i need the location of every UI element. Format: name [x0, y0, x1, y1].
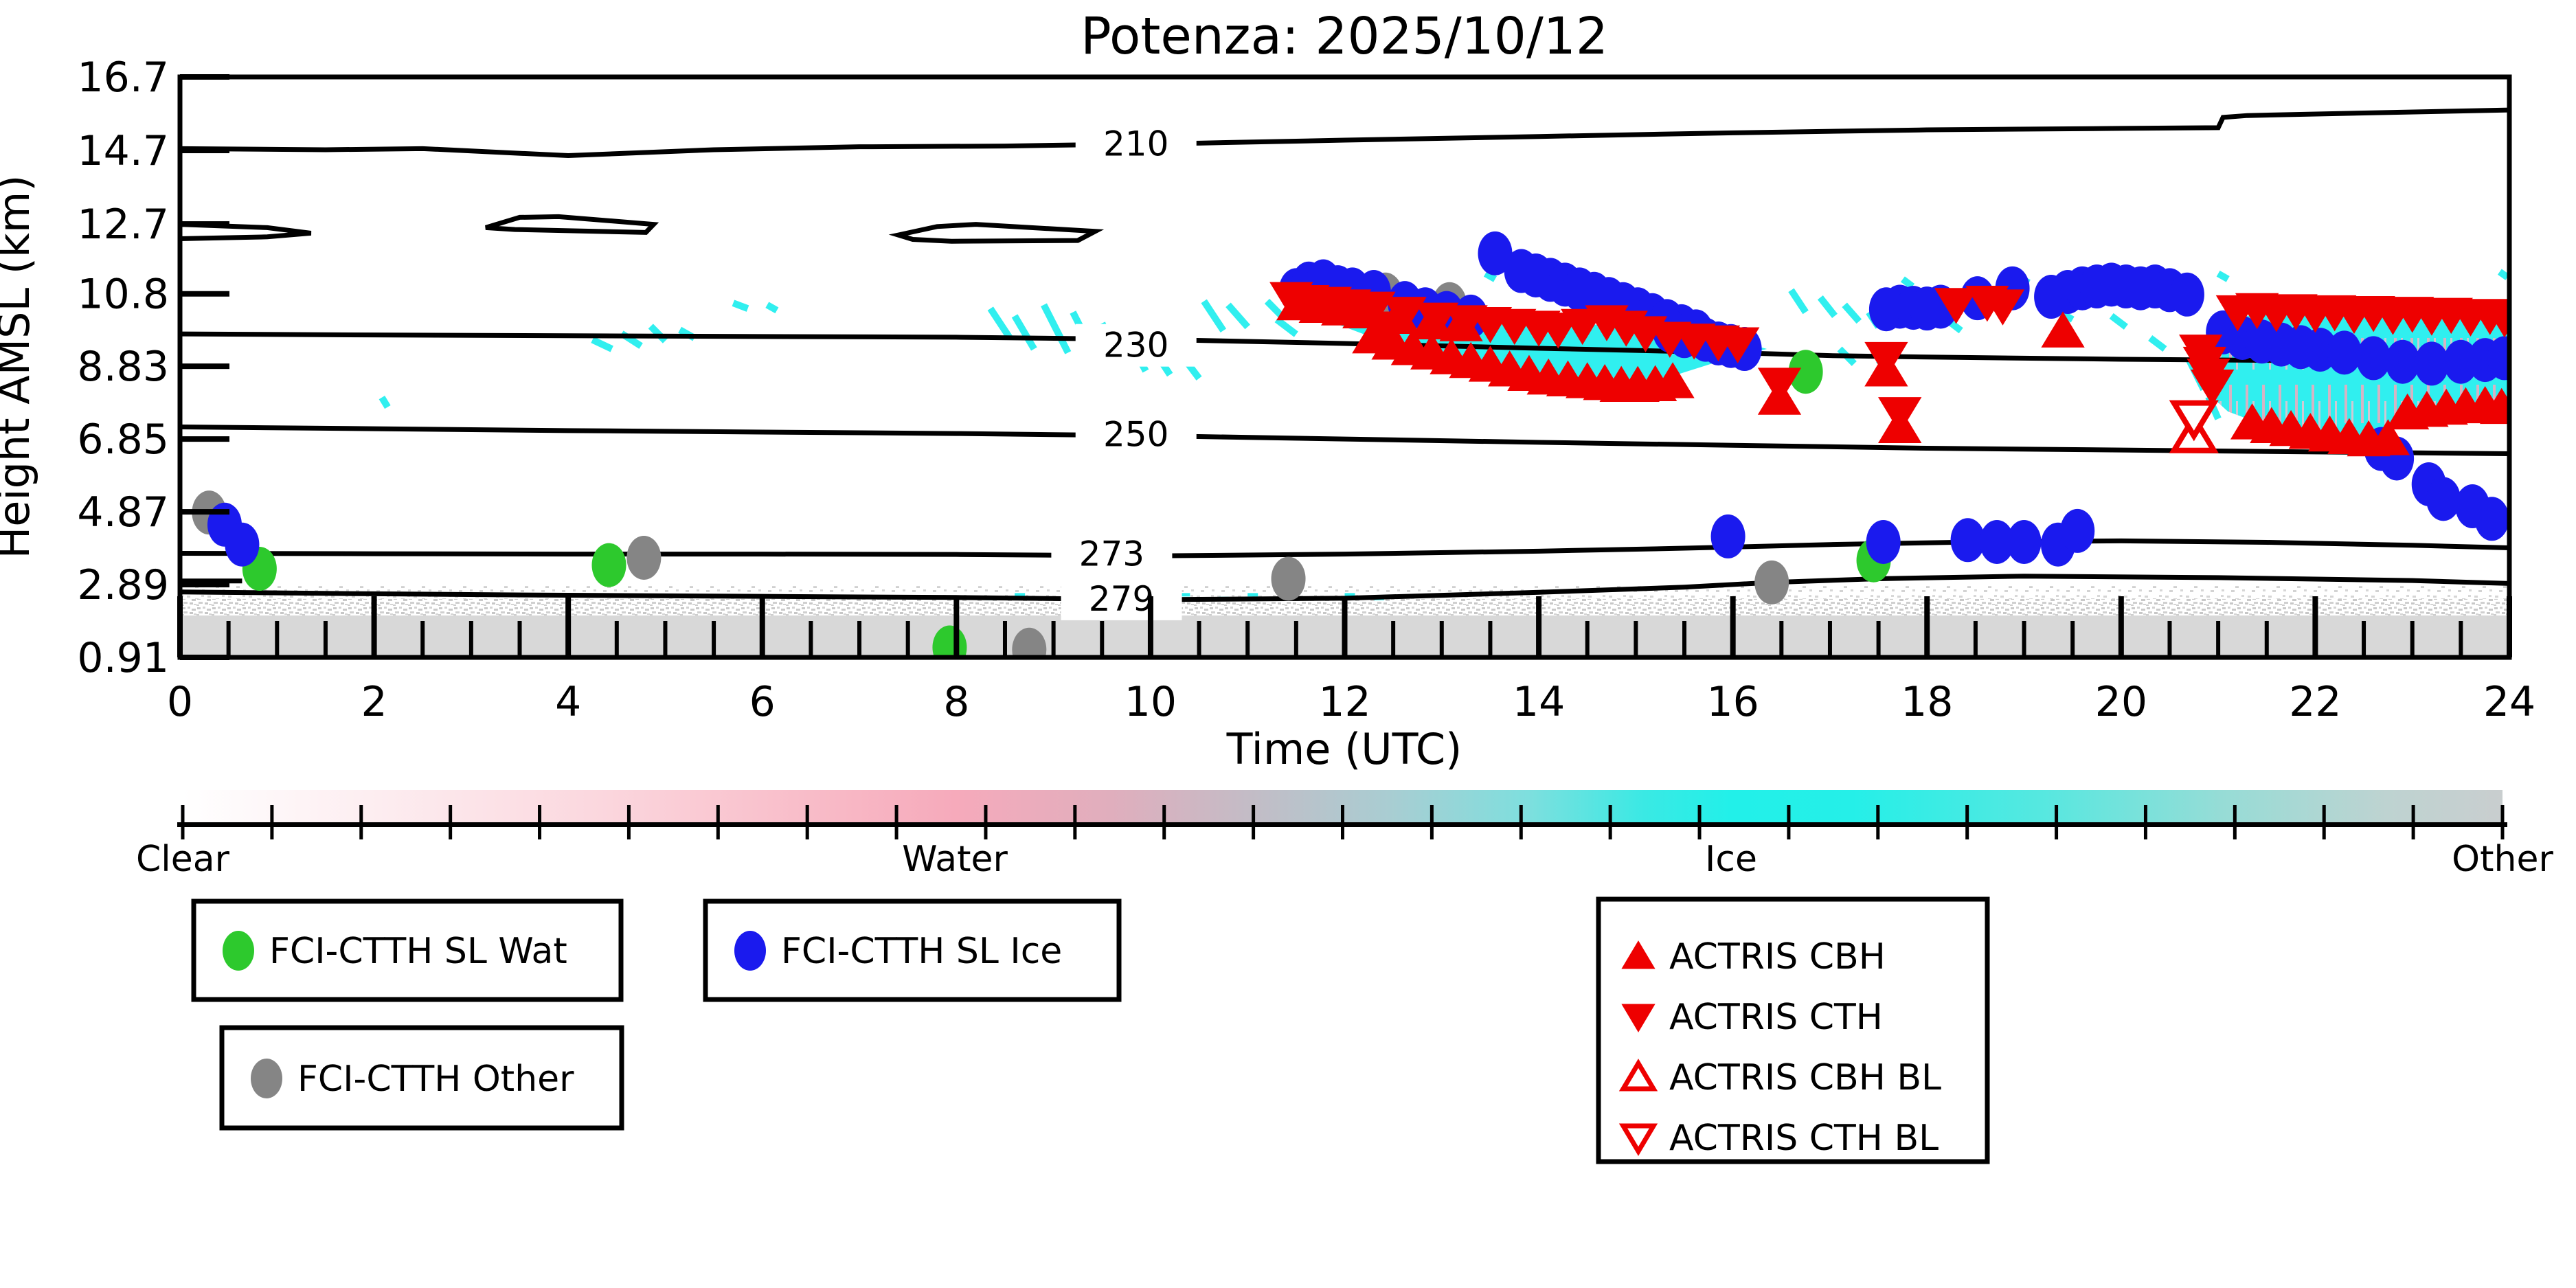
legend-actris-row-actris-cbh-bl: ACTRIS CBH BL [1618, 1057, 1941, 1098]
y-tick-label: 4.87 [77, 488, 169, 536]
contour-lens-mid [485, 214, 659, 235]
legend-actris-label: ACTRIS CTH [1669, 997, 1883, 1038]
y-tick-label: 2.89 [77, 561, 169, 609]
x-tick-label: 8 [943, 678, 969, 726]
axis-ticks [177, 74, 2512, 660]
tick-labels: 0 2 4 6 8 10 12 14 16 18 20 22 2416.714.712.710.88.8… [77, 54, 2535, 726]
x-tick-label: 0 [167, 678, 193, 726]
contour-label-210: 210 [1103, 124, 1168, 163]
series-fci-ctth-sl-ice [207, 231, 2509, 567]
chart-title: Potenza: 2025/10/12 [1081, 7, 1608, 66]
temperature-contours: 210 230 250 273 279 [180, 107, 2509, 620]
y-axis-label: Height AMSL (km) [0, 175, 39, 559]
legend-actris-label: ACTRIS CTH BL [1669, 1118, 1939, 1159]
y-tick-label: 16.7 [77, 54, 169, 102]
triangle-down-icon [1621, 1004, 1656, 1032]
contour-label-230: 230 [1103, 326, 1168, 365]
colorbar-label-water: Water [902, 839, 1008, 880]
plot-area: 210 230 250 273 279 [180, 107, 2509, 657]
x-tick-label: 20 [2095, 678, 2147, 726]
contour-label-273: 273 [1079, 534, 1144, 574]
contour-lens-right [888, 222, 1105, 244]
x-tick-label: 4 [555, 678, 581, 726]
contour-279 [180, 574, 2509, 602]
water-dot-icon [223, 931, 254, 971]
triangle-up-open-icon [1618, 1059, 1658, 1092]
contour-label-279: 279 [1089, 579, 1154, 619]
contour-230 [180, 331, 2509, 365]
colorbar-label-other: Other [2452, 839, 2553, 880]
x-tick-label: 12 [1318, 678, 1370, 726]
y-tick-label: 10.8 [77, 271, 169, 319]
y-tick-label: 12.7 [77, 201, 169, 249]
x-tick-label: 6 [749, 678, 776, 726]
colorbar-label-ice: Ice [1705, 839, 1757, 880]
x-tick-label: 22 [2289, 678, 2341, 726]
y-tick-label: 0.91 [77, 634, 169, 682]
other-dot-icon [251, 1059, 282, 1098]
contour-273 [180, 538, 2509, 558]
contour-250 [180, 424, 2509, 457]
legend-fci-other-label: FCI-CTTH Other [297, 1059, 574, 1100]
legend-fci-sl-wat-label: FCI-CTTH SL Wat [269, 931, 567, 972]
x-tick-label: 2 [361, 678, 387, 726]
y-tick-label: 14.7 [77, 127, 169, 175]
legend-fci-sl-wat: FCI-CTTH SL Wat [191, 899, 624, 1002]
legend-fci-sl-ice-label: FCI-CTTH SL Ice [781, 931, 1062, 972]
colorbar: Clear Water Ice Other [136, 790, 2553, 880]
x-tick-label: 10 [1125, 678, 1177, 726]
ice-dot-icon [734, 931, 766, 971]
scatter-series [192, 231, 2509, 657]
legend-actris: ACTRIS CBH ACTRIS CTH ACTRIS CBH BL ACTRIS … [1596, 896, 1990, 1164]
triangle-up-icon [1621, 940, 1656, 969]
colorbar-label-clear: Clear [136, 839, 230, 880]
x-tick-label: 16 [1706, 678, 1759, 726]
legend-actris-label: ACTRIS CBH BL [1669, 1057, 1941, 1098]
contour-lens-left [180, 222, 312, 241]
x-tick-label: 18 [1901, 678, 1953, 726]
colorbar-ticks [181, 805, 2505, 839]
y-tick-label: 6.85 [77, 416, 169, 464]
legend-actris-row-actris-cbh: ACTRIS CBH [1621, 936, 1886, 978]
x-axis-label: Time (UTC) [1226, 724, 1462, 774]
contour-210 [180, 107, 2509, 159]
legend-actris-label: ACTRIS CBH [1669, 936, 1886, 978]
triangle-down-open-icon [1618, 1123, 1658, 1156]
legend-fci-sl-ice: FCI-CTTH SL Ice [703, 899, 1122, 1002]
axes-frame [177, 74, 2512, 660]
y-tick-label: 8.83 [77, 343, 169, 391]
contour-label-250: 250 [1103, 415, 1168, 455]
series-actris-cth-bl [2169, 400, 2219, 442]
legend-fci-other: FCI-CTTH Other [219, 1025, 624, 1131]
x-tick-label: 24 [2483, 678, 2535, 726]
series-actris-cth [1269, 282, 2509, 433]
x-tick-label: 14 [1513, 678, 1565, 726]
legend-actris-row-actris-cth: ACTRIS CTH [1621, 997, 1883, 1038]
legend-actris-row-actris-cth-bl: ACTRIS CTH BL [1618, 1118, 1939, 1159]
